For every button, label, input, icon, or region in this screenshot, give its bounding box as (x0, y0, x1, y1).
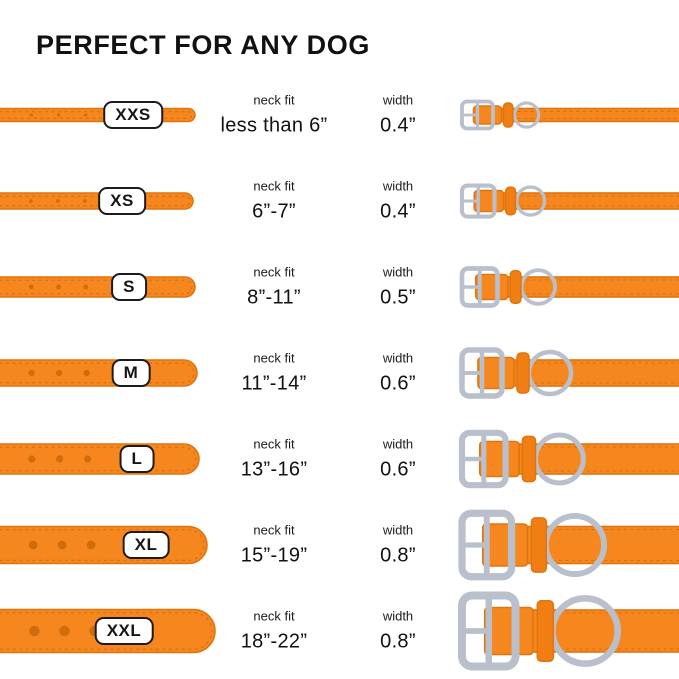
size-badge: XXS (103, 101, 163, 129)
width-header: width (382, 522, 414, 538)
neck-fit-header: neck fit (253, 92, 295, 108)
neck-fit-cell: neck fit 11”-14” (198, 351, 350, 396)
width-value: 0.6” (380, 372, 416, 395)
width-cell: width 0.4” (352, 179, 444, 224)
width-value: 0.8” (380, 544, 416, 567)
neck-fit-value: 13”-16” (240, 458, 308, 481)
neck-fit-value: 18”-22” (240, 630, 308, 653)
collar-buckle-icon (460, 99, 679, 131)
width-cell: width 0.6” (352, 437, 444, 482)
size-badge: XXL (94, 617, 154, 645)
collar-buckle-icon (459, 266, 679, 308)
width-header: width (382, 608, 414, 624)
width-value: 0.5” (380, 286, 416, 309)
size-badge-text: L (131, 449, 143, 468)
size-row-xxs: XXS neck fit less than 6” width 0.4” (0, 72, 679, 158)
size-badge-text: XXS (115, 105, 151, 124)
neck-fit-cell: neck fit 6”-7” (198, 179, 350, 224)
collar-strap-illustration: M (0, 330, 220, 416)
neck-fit-cell: neck fit 18”-22” (198, 609, 350, 654)
collar-buckle-icon (458, 509, 679, 581)
neck-fit-value: 15”-19” (240, 544, 308, 567)
width-value: 0.8” (380, 630, 416, 653)
size-badge-text: XL (134, 535, 158, 554)
size-row-l: L neck fit 13”-16” width 0.6” (0, 416, 679, 502)
collar-strap-illustration: XL (0, 502, 220, 588)
size-row-xs: XS neck fit 6”-7” width 0.4” (0, 158, 679, 244)
collar-buckle-illustration (454, 244, 679, 330)
collar-buckle-illustration (454, 588, 679, 674)
width-header: width (382, 178, 414, 194)
size-badge: M (111, 359, 151, 387)
width-value: 0.6” (380, 458, 416, 481)
neck-fit-value: 8”-11” (247, 286, 301, 309)
collar-buckle-illustration (454, 72, 679, 158)
collar-strap-illustration: XXS (0, 72, 220, 158)
collar-buckle-icon (459, 183, 679, 219)
size-badge: XL (122, 531, 170, 559)
width-cell: width 0.8” (352, 609, 444, 654)
neck-fit-header: neck fit (253, 436, 295, 452)
neck-fit-header: neck fit (253, 350, 295, 366)
collar-strap-icon (0, 276, 196, 298)
neck-fit-cell: neck fit 8”-11” (198, 265, 350, 310)
width-cell: width 0.8” (352, 523, 444, 568)
collar-strap-illustration: L (0, 416, 220, 502)
size-badge-text: XS (110, 191, 134, 210)
collar-buckle-icon (458, 429, 679, 489)
neck-fit-value: less than 6” (220, 114, 328, 137)
collar-buckle-illustration (454, 330, 679, 416)
neck-fit-header: neck fit (253, 178, 295, 194)
width-header: width (382, 264, 414, 280)
size-badge: XS (98, 187, 146, 215)
collar-strap-icon (0, 525, 208, 565)
collar-strap-icon (0, 359, 198, 387)
neck-fit-cell: neck fit 13”-16” (198, 437, 350, 482)
collar-strap-icon (0, 443, 200, 475)
neck-fit-cell: neck fit 15”-19” (198, 523, 350, 568)
width-header: width (382, 436, 414, 452)
neck-fit-cell: neck fit less than 6” (198, 93, 350, 138)
collar-buckle-icon (458, 591, 679, 671)
size-chart: XXS neck fit less than 6” width 0.4” XS … (0, 72, 679, 674)
size-row-xl: XL neck fit 15”-19” width 0.8” (0, 502, 679, 588)
width-cell: width 0.5” (352, 265, 444, 310)
width-cell: width 0.4” (352, 93, 444, 138)
size-row-s: S neck fit 8”-11” width 0.5” (0, 244, 679, 330)
size-badge-text: S (123, 277, 135, 296)
width-cell: width 0.6” (352, 351, 444, 396)
width-header: width (382, 92, 414, 108)
width-value: 0.4” (380, 200, 416, 223)
collar-buckle-illustration (454, 416, 679, 502)
neck-fit-value: 6”-7” (252, 200, 296, 223)
size-row-m: M neck fit 11”-14” width 0.6” (0, 330, 679, 416)
size-badge: S (111, 273, 147, 301)
size-row-xxl: XXL neck fit 18”-22” width 0.8” (0, 588, 679, 674)
collar-strap-illustration: XS (0, 158, 220, 244)
collar-strap-illustration: S (0, 244, 220, 330)
collar-buckle-icon (459, 347, 679, 399)
size-badge: L (119, 445, 155, 473)
page-title: PERFECT FOR ANY DOG (36, 30, 370, 60)
size-badge-text: XXL (106, 621, 142, 640)
collar-buckle-illustration (454, 158, 679, 244)
collar-strap-illustration: XXL (0, 588, 220, 674)
neck-fit-header: neck fit (253, 608, 295, 624)
width-header: width (382, 350, 414, 366)
neck-fit-header: neck fit (253, 264, 295, 280)
neck-fit-header: neck fit (253, 522, 295, 538)
size-badge-text: M (123, 363, 139, 382)
collar-buckle-illustration (454, 502, 679, 588)
width-value: 0.4” (380, 114, 416, 137)
neck-fit-value: 11”-14” (241, 372, 307, 395)
